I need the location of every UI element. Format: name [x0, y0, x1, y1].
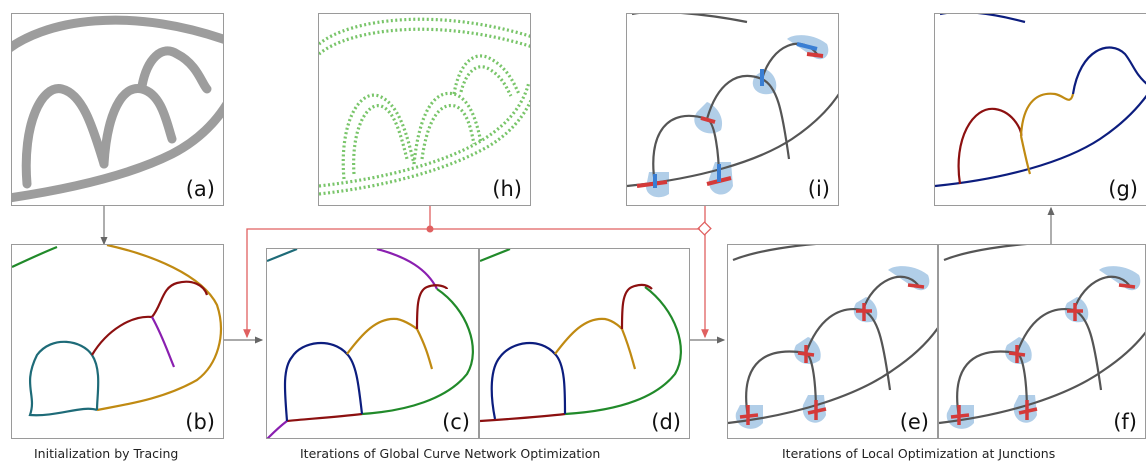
input-raster: [12, 15, 223, 203]
panel-f-label: (f): [1113, 410, 1137, 434]
panel-e-local-iter1: (e): [727, 244, 938, 439]
curves-e: [728, 245, 937, 429]
caption-local: Iterations of Local Optimization at Junc…: [782, 446, 1056, 461]
panel-b-label: (b): [185, 410, 215, 434]
caption-global: Iterations of Global Curve Network Optim…: [300, 446, 601, 461]
panel-a-label: (a): [185, 177, 215, 201]
panel-f-local-iter2: (f): [938, 244, 1146, 439]
curves-f: [939, 245, 1145, 429]
panel-c-global-iter1: (c): [266, 248, 479, 439]
panel-g-result: (g): [934, 13, 1146, 206]
panel-d-label: (d): [651, 410, 681, 434]
panel-i-junctions: (i): [626, 13, 839, 206]
panel-h-direction-field: (h): [318, 13, 531, 206]
arrow-to-c: [243, 228, 700, 339]
panel-e-label: (e): [899, 410, 929, 434]
caption-tracing: Initialization by Tracing: [34, 446, 179, 461]
traced-curves: [12, 245, 222, 417]
junction-overlay: [627, 14, 838, 198]
curves-d: [480, 249, 682, 423]
panel-h-label: (h): [492, 177, 522, 201]
panel-c-label: (c): [442, 410, 470, 434]
result-curves: [935, 14, 1146, 188]
panel-g-label: (g): [1108, 177, 1138, 201]
panel-b-tracing: (b): [11, 244, 224, 439]
arrow-i-diamond: [697, 221, 712, 236]
panel-i-label: (i): [807, 177, 830, 201]
panel-d-global-iter2: (d): [479, 248, 690, 439]
panel-a-input-image: (a): [11, 13, 224, 206]
direction-field: [319, 17, 530, 196]
curves-c: [267, 249, 474, 438]
